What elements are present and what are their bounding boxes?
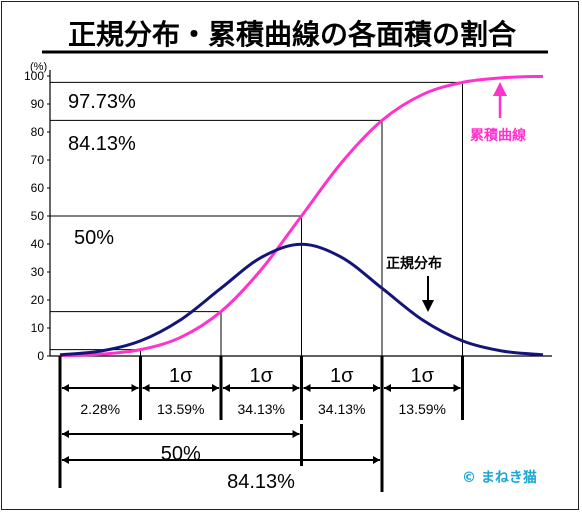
sigma-label: 1σ	[411, 365, 435, 387]
arrow-head-left	[62, 456, 69, 464]
segment-percent-label: 13.59%	[399, 401, 446, 417]
segment-percent-label: 34.13%	[318, 401, 365, 417]
curves	[59, 74, 544, 358]
y-tick-label: 20	[31, 293, 45, 307]
span-label: 84.13%	[227, 471, 295, 493]
guide-lines	[50, 81, 463, 356]
arrow-head-left	[62, 384, 69, 392]
y-tick-label: 90	[31, 97, 45, 111]
y-tick-label: 50	[31, 209, 45, 223]
arrow-head-left	[223, 384, 230, 392]
sigma-label: 1σ	[169, 365, 193, 387]
arrow-head-right	[212, 384, 219, 392]
y-tick-label: 30	[31, 265, 45, 279]
level-label: 97.73%	[68, 91, 136, 113]
arrow-head-right	[373, 456, 380, 464]
span-label: 50%	[161, 443, 201, 465]
sigma-label: 1σ	[250, 365, 274, 387]
y-tick-label: 10	[31, 321, 45, 335]
normal-series-label: 正規分布	[386, 255, 442, 272]
arrow-head-left	[303, 384, 311, 392]
cumulative-series-label: 累積曲線	[470, 127, 526, 144]
chart-title: 正規分布・累積曲線の各面積の割合	[68, 18, 517, 51]
segment-percent-label: 34.13%	[238, 401, 285, 417]
cumulative-curve	[59, 74, 544, 358]
normal-curve	[59, 242, 544, 357]
segment-percent-label: 2.28%	[80, 401, 120, 417]
segment-annotations: 2.28% 1σ 13.59% 1σ 34.13% 1σ 34.13% 1σ 13.59% 50%…	[58, 356, 464, 493]
arrow-head-right	[453, 384, 461, 392]
y-tick-label: 0	[37, 349, 44, 363]
y-tick-label: 40	[31, 237, 45, 251]
arrow-head-right	[373, 384, 380, 392]
level-label: 50%	[74, 227, 114, 249]
y-tick-label: 100	[24, 69, 44, 83]
arrow-head-left	[384, 384, 391, 392]
y-tick-label: 60	[31, 181, 45, 195]
copyright-text: © まねき猫	[462, 469, 537, 486]
arrow-head-left	[142, 384, 150, 392]
arrow-head-right	[131, 384, 139, 392]
arrow-head-right	[292, 384, 300, 392]
segment-percent-label: 13.59%	[157, 401, 204, 417]
arrow-head-left	[62, 430, 69, 438]
sigma-label: 1σ	[330, 365, 354, 387]
y-tick-label: 70	[31, 153, 45, 167]
y-tick-label: 80	[31, 125, 45, 139]
arrow-head-right	[292, 430, 300, 438]
level-label: 84.13%	[68, 133, 136, 155]
cumulative-arrow-head	[493, 82, 507, 96]
y-axis: 0 10 20 30 40 50 60 70 80 90 100	[24, 69, 552, 363]
y-unit-label: (%)	[30, 61, 47, 73]
normal-arrow-head	[422, 300, 434, 312]
